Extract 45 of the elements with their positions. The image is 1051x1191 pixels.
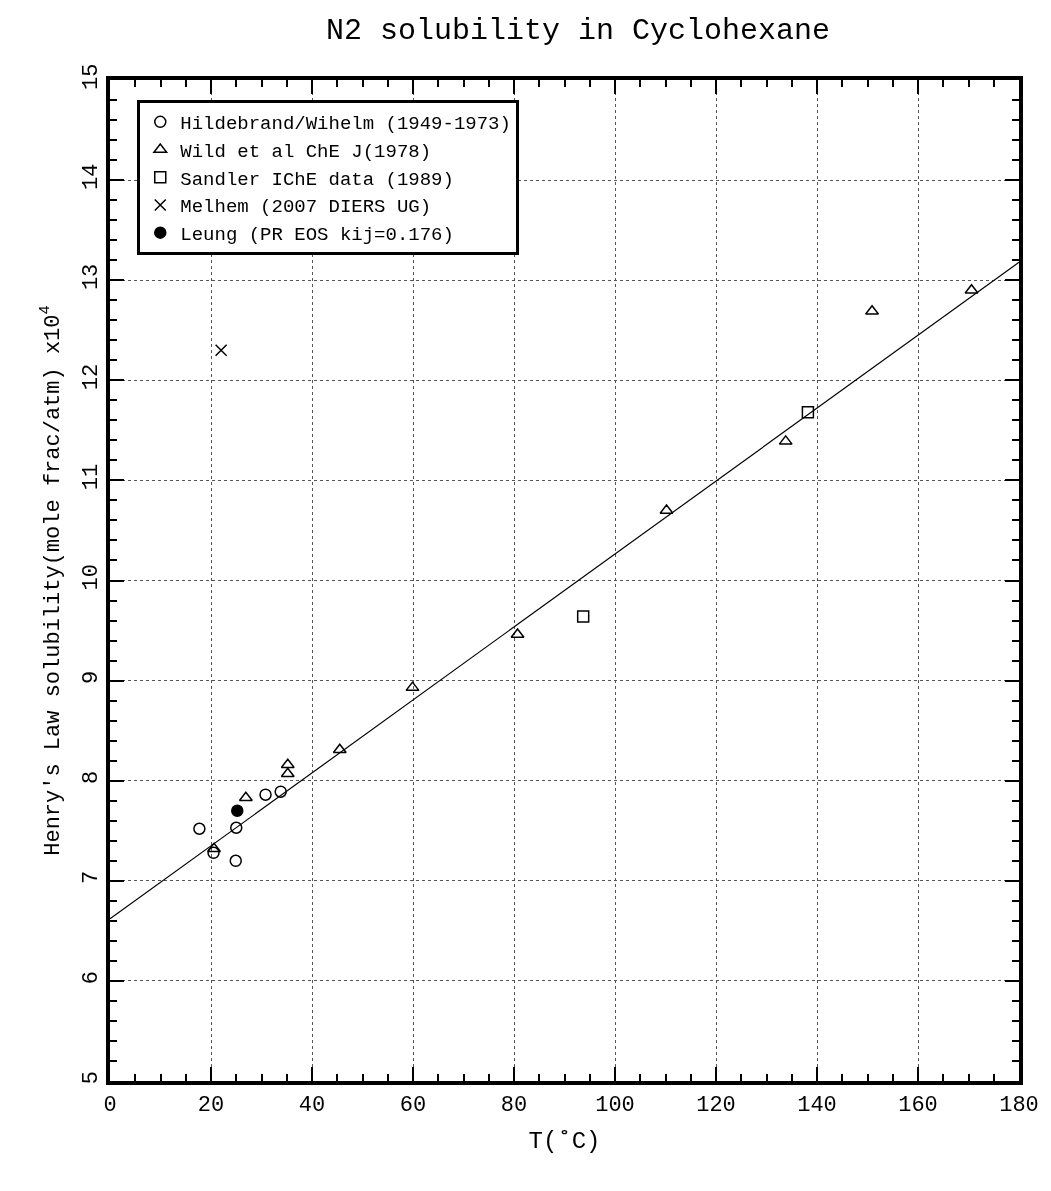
point [230, 821, 243, 834]
y-tick-label: 13 [79, 263, 105, 291]
y-tick-label: 7 [79, 870, 105, 885]
legend-label: Hildebrand/Wihelm (1949-1973) [180, 113, 511, 136]
x-tick-label: 100 [595, 1093, 635, 1119]
point [231, 804, 244, 817]
x-axis-title: T(˚C) [528, 1128, 601, 1156]
point [214, 344, 228, 357]
x-tick-label: 180 [999, 1093, 1039, 1119]
x-tick-label: 60 [399, 1093, 427, 1119]
y-tick-label: 12 [79, 363, 105, 391]
x-tick-label: 160 [898, 1093, 938, 1119]
point [274, 785, 287, 798]
x-tick-label: 120 [696, 1093, 736, 1119]
legend-label: Melhem (2007 DIERS UG) [180, 196, 432, 219]
x-tick-label: 80 [500, 1093, 528, 1119]
point [238, 791, 253, 802]
point [964, 283, 979, 294]
y-tick-label: 10 [79, 564, 105, 591]
y-tick-label: 8 [79, 770, 105, 784]
legend-label: Wild et al ChE J(1978) [180, 140, 432, 163]
x-tick-label: 40 [298, 1093, 326, 1119]
point [510, 628, 525, 639]
point [280, 767, 295, 778]
legend-label: Leung (PR EOS kij=0.176) [180, 224, 454, 247]
point [332, 743, 347, 754]
x-tick-label: 20 [197, 1093, 225, 1119]
point [229, 854, 242, 868]
point [207, 846, 220, 860]
x-tick-label: 0 [103, 1093, 117, 1119]
point [280, 758, 295, 769]
point [405, 681, 420, 692]
y-tick-label: 5 [79, 1071, 105, 1085]
point [193, 822, 206, 835]
y-tick-label: 15 [79, 63, 105, 90]
y-tick-label: 11 [79, 463, 105, 491]
point [801, 406, 815, 419]
y-tick-label: 14 [79, 163, 105, 190]
x-tick-label: 140 [797, 1093, 837, 1119]
point [576, 610, 590, 623]
chart-title: N2 solubility in Cyclohexane [326, 13, 831, 48]
y-tick-label: 6 [79, 971, 105, 985]
y-tick-label: 9 [79, 670, 105, 684]
legend-label: Sandler IChE data (1989) [180, 168, 454, 191]
point [259, 788, 272, 801]
